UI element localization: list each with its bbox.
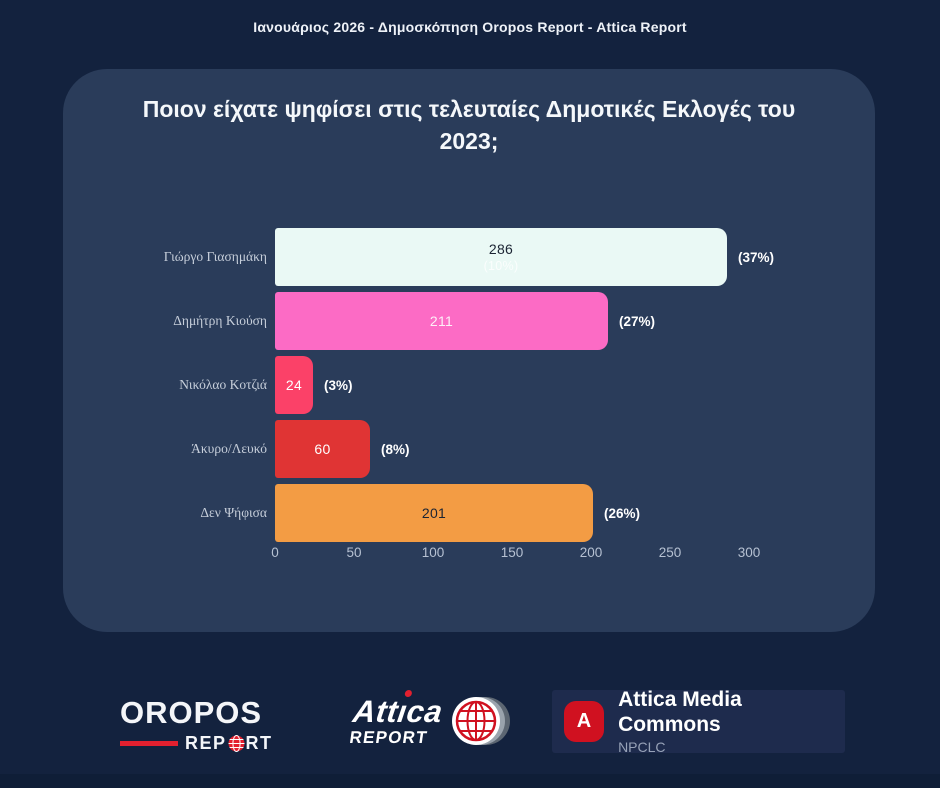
x-axis-tick: 300 <box>737 545 761 560</box>
header-banner: Ιανουάριος 2026 - Δημοσκόπηση Oropos Rep… <box>253 19 687 35</box>
bar-percent-label: (37%) <box>738 249 775 265</box>
bar-4: 60 <box>275 420 370 478</box>
oropos-logo-title: OROPOS <box>120 695 263 730</box>
chart-card: Ποιον είχατε ψηφίσει στις τελευταίες Δημ… <box>63 69 875 632</box>
amc-subtitle: NPCLC <box>618 738 666 755</box>
category-label: Δημήτρη Κιούση <box>173 313 267 328</box>
x-axis-tick: 250 <box>658 545 682 560</box>
bar-row: Γιώργο Γιασημάκη 286 (10%) (37%) <box>63 228 875 286</box>
attica-report-logo: Attı ca REPORT <box>348 690 513 750</box>
attica-globe-icon <box>452 697 511 745</box>
oropos-red-underline <box>120 741 178 746</box>
bar-value-label: 24 <box>285 377 303 393</box>
attica-logo-title: Attı ca <box>351 690 445 729</box>
amc-title: Attica Media Commons <box>618 688 742 736</box>
category-label: Γιώργο Γιασημάκη <box>163 249 267 264</box>
bottom-strip <box>0 774 940 788</box>
x-axis-tick: 150 <box>500 545 524 560</box>
globe-icon <box>228 735 245 752</box>
category-label: Άκυρο/Λευκό <box>191 441 267 456</box>
bar-3: 24 <box>275 356 313 414</box>
bar-percent-label: (3%) <box>324 377 353 393</box>
bar-value-label: 201 <box>421 505 447 521</box>
x-axis-tick: 100 <box>421 545 445 560</box>
attica-media-commons-logo: A Attica Media Commons NPCLC <box>552 688 845 755</box>
x-axis-tick: 0 <box>271 545 279 560</box>
bar-value-label: 60 <box>314 441 331 457</box>
bar-value-label: 211 <box>429 313 454 329</box>
x-axis-tick: 50 <box>346 545 362 560</box>
oropos-report-logo: OROPOS REP RT <box>120 697 275 754</box>
bar-percent-label: (26%) <box>604 505 641 521</box>
amc-app-icon: A <box>564 701 605 742</box>
bar-percent-label: (27%) <box>619 313 656 329</box>
bar-2: 211 <box>275 292 608 350</box>
chart-title: Ποιον είχατε ψηφίσει στις τελευταίες Δημ… <box>142 96 796 155</box>
bar-row: Άκυρο/Λευκό 60 (8%) <box>63 420 875 478</box>
bar-row: Δεν Ψήφισα 201 (26%) <box>63 484 875 542</box>
bar-1: 286 (10%) <box>275 228 727 286</box>
bar-percent-label: (8%) <box>381 441 410 457</box>
bar-ghost-percent-label: (10%) <box>483 258 519 273</box>
category-label: Νικόλαο Κοτζιά <box>179 377 267 392</box>
bar-row: Νικόλαο Κοτζιά 24 (3%) <box>63 356 875 414</box>
footer-logos: OROPOS REP RT Attı ca REPORT <box>0 660 940 770</box>
bar-value-label: 286 <box>488 240 514 257</box>
category-label: Δεν Ψήφισα <box>200 505 267 520</box>
oropos-logo-subtitle: REP RT <box>185 733 273 753</box>
attica-logo-subtitle: REPORT <box>348 728 430 747</box>
x-axis-tick: 200 <box>579 545 603 560</box>
bar-row: Δημήτρη Κιούση 211 (27%) <box>63 292 875 350</box>
x-axis: 0 50 100 150 200 250 300 <box>63 545 875 565</box>
bar-5: 201 <box>275 484 593 542</box>
